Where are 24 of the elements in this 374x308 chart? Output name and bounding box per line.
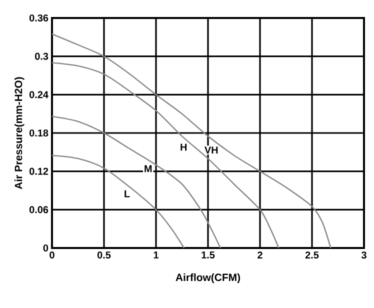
series-label: VH — [204, 146, 218, 154]
y-tick-label: 0.24 — [29, 91, 48, 98]
x-tick-label: 2.5 — [305, 252, 319, 259]
y-tick-label: 0.06 — [29, 206, 48, 214]
x-tick-label: 1.5 — [202, 252, 215, 258]
line-series — [51, 62, 280, 249]
series-label: L — [124, 190, 130, 198]
y-tick-label: 0.3 — [35, 52, 48, 60]
line-series — [51, 33, 332, 249]
y-axis-title: Air Pressure(mm-H2O) — [14, 77, 24, 190]
x-tick-label: 3 — [361, 252, 366, 259]
y-tick-label: 0.18 — [29, 129, 48, 137]
line-series — [51, 154, 185, 249]
y-tick-label: 0.36 — [29, 14, 48, 22]
series-label: H — [180, 144, 187, 151]
x-axis-title: Airflow(CFM) — [176, 273, 240, 284]
y-tick-label: 0.12 — [29, 168, 48, 175]
x-tick-label: 0 — [50, 252, 54, 259]
y-tick-label: 0 — [43, 244, 48, 252]
line-series — [51, 116, 222, 249]
x-tick-label: 0.5 — [97, 252, 111, 259]
x-tick-label: 2 — [258, 252, 262, 258]
series-label: M — [144, 165, 152, 172]
x-tick-label: 1 — [154, 252, 158, 258]
